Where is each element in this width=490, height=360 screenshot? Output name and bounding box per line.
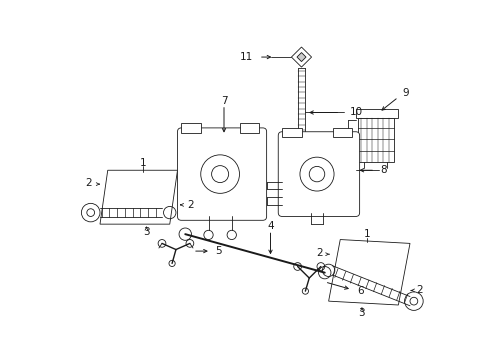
Text: 5: 5 xyxy=(215,246,221,256)
Text: 3: 3 xyxy=(143,227,150,237)
Circle shape xyxy=(299,55,303,59)
FancyBboxPatch shape xyxy=(278,132,360,216)
Bar xyxy=(356,109,398,118)
Bar xyxy=(282,128,301,137)
Circle shape xyxy=(410,297,418,305)
Text: 10: 10 xyxy=(349,108,363,117)
Bar xyxy=(181,122,201,132)
Bar xyxy=(358,118,394,162)
Polygon shape xyxy=(292,47,312,67)
Text: 6: 6 xyxy=(357,286,364,296)
Text: 2: 2 xyxy=(86,178,92,188)
Polygon shape xyxy=(297,53,306,62)
Text: 2: 2 xyxy=(317,248,323,258)
Text: 3: 3 xyxy=(359,308,365,318)
Circle shape xyxy=(87,209,95,216)
Bar xyxy=(333,128,352,137)
Text: 2: 2 xyxy=(416,285,423,294)
Text: 1: 1 xyxy=(364,229,371,239)
Text: 11: 11 xyxy=(240,52,253,62)
Text: 2: 2 xyxy=(187,200,194,210)
Text: 7: 7 xyxy=(220,96,227,106)
Text: 4: 4 xyxy=(267,221,274,231)
Bar xyxy=(240,122,259,132)
Text: 8: 8 xyxy=(381,165,387,175)
Text: 9: 9 xyxy=(402,88,409,98)
FancyBboxPatch shape xyxy=(177,128,267,220)
Text: 1: 1 xyxy=(139,158,146,167)
